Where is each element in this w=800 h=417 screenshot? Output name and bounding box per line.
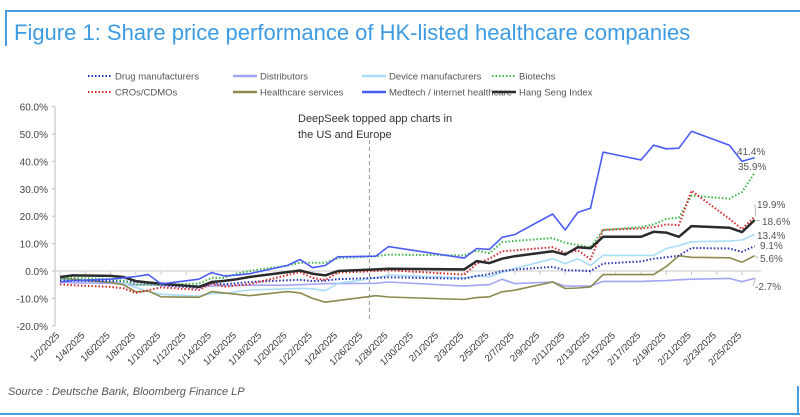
frame-right-border [797, 386, 799, 415]
end-label-leader [754, 203, 757, 217]
series-line-healthcare-services [59, 254, 756, 304]
annotation-text-line2: the US and Europe [298, 129, 392, 141]
legend-label: Device manufacturers [389, 72, 482, 83]
series-line-drug-manufacturers [59, 245, 756, 289]
end-value-label: 13.4% [757, 231, 785, 242]
y-tick-label: -10.0% [16, 294, 48, 305]
figure-title: Figure 1: Share price performance of HK-… [14, 20, 691, 45]
end-value-label: 41.4% [737, 147, 765, 158]
end-value-label: 35.9% [738, 162, 766, 173]
end-value-label: 5.6% [760, 254, 783, 265]
frame-top-border [5, 10, 800, 12]
end-label-leader [752, 278, 757, 287]
end-value-label: 19.9% [757, 200, 785, 211]
end-label-leader [755, 219, 761, 222]
source-note: Source : Deutsche Bank, Bloomberg Financ… [8, 386, 245, 398]
series-line-cros-cdmos [59, 189, 756, 294]
y-tick-label: 50.0% [20, 130, 48, 141]
legend-label: Medtech / internet healthcare [389, 88, 512, 99]
annotation-text-line1: DeepSeek topped app charts in [298, 113, 452, 125]
y-tick-label: -20.0% [16, 322, 48, 333]
legend-label: Hang Seng Index [519, 88, 593, 99]
series-line-device-manufacturers [59, 233, 756, 298]
legend-label: Biotechs [519, 72, 556, 83]
y-tick-label: 20.0% [20, 212, 48, 223]
y-tick-label: 60.0% [20, 103, 48, 114]
end-value-label: 18.6% [762, 217, 790, 228]
end-value-label: 9.1% [760, 241, 783, 252]
series-line-medtech-internet-healthcare [59, 130, 755, 285]
end-value-label: -2.7% [755, 282, 781, 293]
y-tick-label: 0.0% [25, 267, 48, 278]
y-tick-label: 40.0% [20, 157, 48, 168]
frame-left-border [5, 10, 7, 46]
legend-label: CROs/CDMOs [115, 88, 178, 99]
legend-label: Drug manufacturers [115, 72, 199, 83]
y-tick-label: 10.0% [20, 240, 48, 251]
legend-label: Healthcare services [260, 88, 344, 99]
legend-label: Distributors [260, 72, 308, 83]
y-tick-label: 30.0% [20, 185, 48, 196]
series-line-hang-seng-index [59, 219, 756, 289]
frame-bottom-border [0, 413, 800, 415]
end-label-leader [755, 255, 759, 259]
